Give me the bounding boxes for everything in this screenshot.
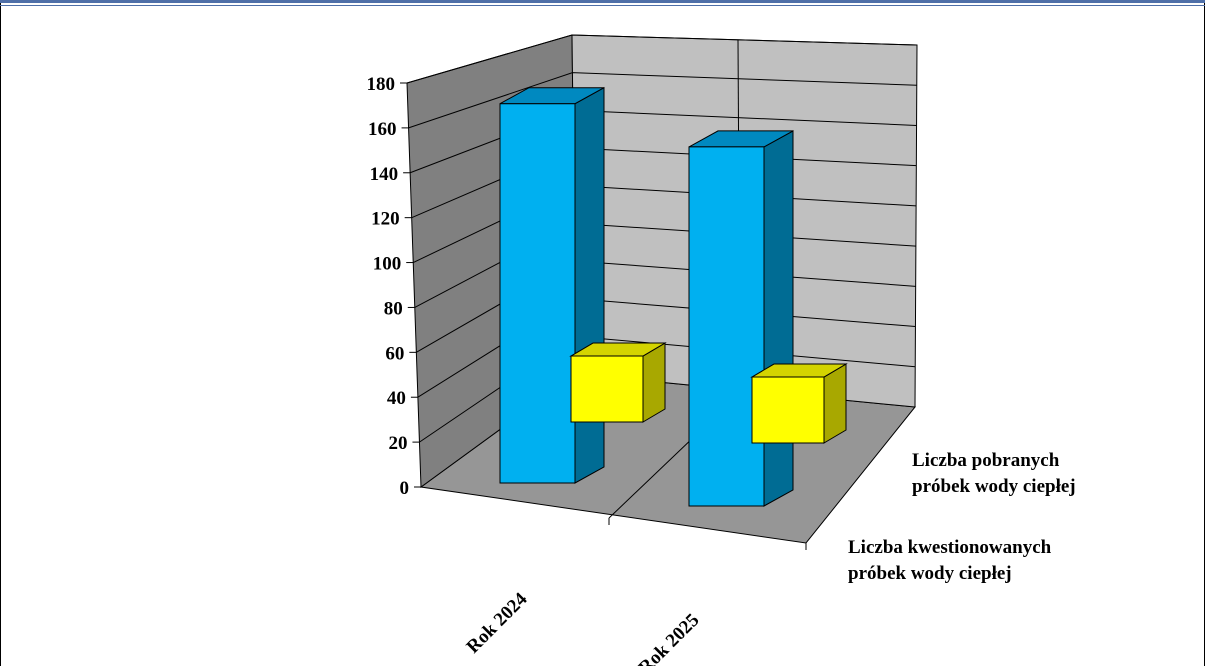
y-tick-label: 60 [385,343,404,364]
bars [499,86,848,507]
bar-series1-cat2 [750,363,848,444]
bar-series2-cat2-front [688,146,765,507]
series-label-line: Liczba pobranych [912,450,1060,471]
y-tick-label: 80 [384,298,403,319]
y-tick-label: 100 [373,254,402,275]
category-label: Rok 2025 [635,610,704,666]
y-tick-label: 160 [368,119,397,140]
top-rule-thin [0,5,1205,6]
series-label-1: Liczba kwestionowanych próbek wody ciepłe… [848,537,1052,584]
y-axis-ticks: 0 20 40 60 80 100 120 140 160 180 [367,74,421,499]
x-axis-categories: Rok 2024 Rok 2025 [463,518,807,666]
bar-series2-cat1 [499,86,605,484]
series-label-2: Liczba pobranych próbek wody ciepłej [912,450,1076,497]
gridline-180 [406,34,918,84]
series-label-line: Liczba kwestionowanych [848,537,1052,558]
bar-series2-cat2-side [763,130,794,507]
category-label: Rok 2024 [463,588,532,657]
gridline-160 [408,72,917,129]
bar-series1-cat1-side [642,342,666,423]
series-labels: Liczba kwestionowanych próbek wody ciepłe… [848,450,1076,584]
bar-series2-cat2 [688,130,794,507]
bar-series1-cat1-front [570,355,644,423]
y-tick-label: 120 [371,209,400,230]
y-tick-label: 20 [388,433,407,454]
bar-series1-cat1 [569,342,667,423]
bar-series1-cat2-front [751,376,825,444]
series-label-line: próbek wody ciepłej [912,476,1076,497]
y-tick-label: 40 [387,388,406,409]
y-tick-label: 0 [400,478,410,499]
bar-series2-cat1-side [574,86,605,484]
y-tick-label: 180 [367,74,396,95]
bar-series2-cat1-front [499,103,576,484]
bar-series1-cat2-side [823,363,847,444]
y-tick-label: 140 [370,164,399,185]
chart-walls [406,34,918,544]
top-rule [0,0,1205,3]
series-label-line: próbek wody ciepłej [848,563,1012,584]
